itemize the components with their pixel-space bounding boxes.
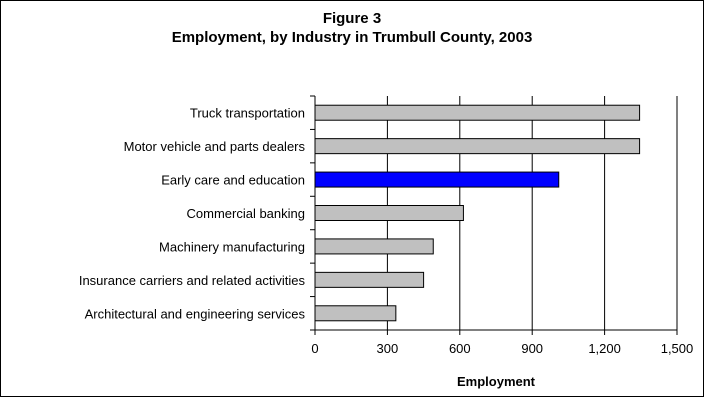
- x-tick-label: 1,500: [661, 341, 694, 356]
- category-label: Early care and education: [161, 173, 305, 188]
- x-tick-label: 300: [377, 341, 399, 356]
- x-tick-label: 0: [311, 341, 318, 356]
- category-label: Machinery manufacturing: [159, 239, 305, 254]
- x-axis-label: Employment: [456, 374, 535, 389]
- bar: [314, 171, 560, 188]
- x-tick-label: 1,200: [588, 341, 621, 356]
- category-label: Truck transportation: [190, 106, 305, 121]
- bar: [314, 104, 641, 121]
- category-label: Motor vehicle and parts dealers: [124, 139, 306, 154]
- axes: [310, 95, 678, 335]
- category-label: Insurance carriers and related activitie…: [79, 273, 306, 288]
- bar: [314, 238, 434, 255]
- category-label: Architectural and engineering services: [85, 306, 306, 321]
- bar: [314, 138, 641, 155]
- x-tick-label: 900: [521, 341, 543, 356]
- category-label: Commercial banking: [187, 206, 306, 221]
- x-tick-label: 600: [449, 341, 471, 356]
- bars: [314, 104, 641, 322]
- tick-labels: 0 300 600 900 1,200 1,500 Truck transportation…: [79, 106, 693, 356]
- chart-title: Figure 3: [322, 10, 382, 27]
- bar: [314, 205, 464, 221]
- bar: [314, 271, 425, 288]
- chart-subtitle: Employment, by Industry in Trumbull Coun…: [171, 29, 533, 46]
- bar: [314, 305, 397, 322]
